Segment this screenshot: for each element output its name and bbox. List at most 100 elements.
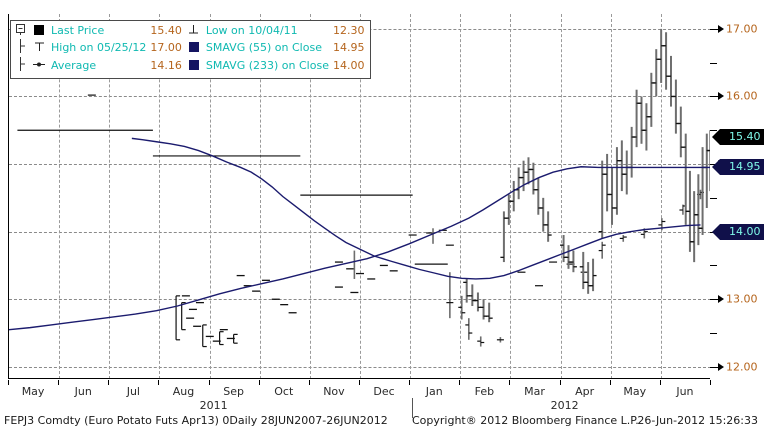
- x-year-label-2012: 2012: [550, 399, 579, 412]
- gridline-12-00: [9, 366, 710, 368]
- y-label-17-00: 17.00: [726, 22, 758, 36]
- x-axis[interactable]: May Jun Jul Aug Sep Oct Nov Dec Jan Feb Mar Apr May J…: [0, 380, 764, 412]
- vgridline-mar-10: [510, 14, 512, 378]
- vgridline-feb-9: [460, 14, 462, 378]
- y-tick-major-13-00: [710, 299, 719, 301]
- x-label-jun-1: Jun: [74, 385, 92, 398]
- x-label-dec-7: Dec: [373, 385, 395, 398]
- x-tick-6: [308, 380, 310, 385]
- legend-swatch-smavg-icon: [184, 39, 204, 57]
- y-arrow-12-00: [718, 362, 724, 371]
- x-tick-12: [609, 380, 611, 385]
- low-marker-icon: [184, 23, 204, 39]
- vgridline-apr-11: [560, 14, 562, 378]
- y-arrow-13-00: [718, 295, 724, 304]
- legend-tree-branch-icon-1: [14, 39, 29, 57]
- y-tick-minor-12-5: [710, 333, 717, 335]
- x-tick-4: [208, 380, 210, 385]
- footer-separator: [412, 406, 413, 418]
- vgridline-jun-13: [660, 14, 662, 378]
- chart-legend[interactable]: Last Price 15.40 Low on 10/04/11 12.30 High …: [10, 20, 372, 79]
- legend-label-1-b: SMAVG (55) on Close: [205, 41, 322, 54]
- sparse-price-ticks: [181, 261, 398, 342]
- y-tick-minor-14-5: [710, 197, 717, 199]
- average-marker-icon: [29, 57, 49, 75]
- x-label-jun-13: Jun: [676, 385, 694, 398]
- legend-swatch-smavg-icon: [184, 57, 204, 75]
- legend-table: Last Price 15.40 Low on 10/04/11 12.30 High …: [14, 23, 366, 75]
- timestamp: 26-Jun-2012 15:26:33: [637, 414, 758, 427]
- vgridline-nov-6: [309, 14, 311, 378]
- copyright-notice: Copyright® 2012 Bloomberg Finance L.P.: [412, 414, 639, 427]
- y-tick-major-16-00: [710, 96, 719, 98]
- security-description: FEPJ3 Comdty (Euro Potato Futs Apr13) 0D…: [4, 414, 388, 427]
- y-tick-minor-13-5: [710, 265, 717, 267]
- low-zone-bars: [175, 295, 238, 348]
- high-marker-icon: [29, 39, 49, 57]
- price-series-canvas: [9, 28, 710, 348]
- vgridline-dec-7: [360, 14, 361, 378]
- legend-value-1-b: 14.95: [332, 41, 365, 54]
- x-label-mar-10: Mar: [524, 385, 545, 398]
- legend-tree-branch-icon-2: [14, 57, 29, 75]
- y-axis[interactable]: 17.0016.0015.0014.0013.0012.0015.4014.95…: [710, 14, 764, 380]
- price-tag-14-00[interactable]: 14.00: [712, 223, 764, 240]
- x-tick-1: [58, 380, 60, 385]
- price-tag-14-95[interactable]: 14.95: [712, 159, 764, 176]
- legend-label-2-b: SMAVG (233) on Close: [205, 59, 329, 72]
- price-tag-15-40[interactable]: 15.40: [712, 129, 764, 146]
- x-label-jul-2: Jul: [126, 385, 140, 398]
- legend-value-0-a: 15.40: [150, 24, 182, 37]
- legend-swatch-last-price-icon: [29, 23, 49, 39]
- legend-expand-toggle-icon[interactable]: [14, 23, 29, 39]
- gridline-16-00: [9, 96, 710, 98]
- vgridline-jan-8: [410, 14, 412, 378]
- y-tick-major-17-00: [710, 28, 719, 30]
- x-tick-0: [8, 380, 9, 385]
- legend-row: High on 05/25/12 17.00 SMAVG (55) on Close…: [14, 39, 366, 57]
- legend-label-0-a: Last Price: [51, 24, 105, 37]
- x-label-nov-6: Nov: [323, 385, 345, 398]
- vgridline-sep-4: [209, 14, 211, 378]
- y-arrow-17-00: [718, 24, 724, 33]
- y-label-16-00: 16.00: [726, 89, 758, 103]
- x-label-feb-9: Feb: [474, 385, 495, 398]
- legend-value-2-b: 14.00: [332, 59, 365, 72]
- legend-value-0-b: 12.30: [332, 24, 365, 37]
- x-tick-2: [108, 380, 110, 385]
- x-label-may-12: May: [623, 385, 647, 398]
- x-label-oct-5: Oct: [274, 385, 294, 398]
- legend-row: Last Price 15.40 Low on 10/04/11 12.30: [14, 23, 366, 39]
- x-tick-8: [409, 380, 411, 385]
- vgridline-jul-2: [109, 14, 111, 378]
- x-tick-13: [659, 380, 661, 385]
- legend-value-1-a: 17.00: [150, 41, 182, 54]
- y-tick-major-12-00: [710, 366, 719, 368]
- x-label-may-0: May: [21, 385, 45, 398]
- x-tick-9: [459, 380, 461, 385]
- legend-row: Average 14.16 SMAVG (233) on Close 14.00: [14, 57, 366, 75]
- year-separator: [412, 398, 413, 411]
- y-label-13-00: 13.00: [726, 292, 758, 306]
- x-label-jan-8: Jan: [425, 385, 443, 398]
- vgridline-jun-1: [59, 14, 61, 378]
- x-year-label-2011: 2011: [199, 399, 228, 412]
- sma-line-233: [9, 166, 710, 331]
- vgridline-oct-5: [259, 14, 261, 378]
- sma-line-55: [131, 137, 701, 280]
- gridline-15-00: [9, 164, 710, 166]
- legend-label-0-b: Low on 10/04/11: [205, 24, 298, 37]
- ohlc-bars-dense: [463, 28, 710, 323]
- y-arrow-16-00: [718, 92, 724, 101]
- legend-value-2-a: 14.16: [150, 59, 182, 72]
- status-bar: FEPJ3 Comdty (Euro Potato Futs Apr13) 0D…: [0, 406, 764, 432]
- x-tick-3: [158, 380, 160, 385]
- x-tick-11: [559, 380, 561, 385]
- x-label-apr-11: Apr: [575, 385, 595, 398]
- vgridline-aug-3: [159, 14, 161, 378]
- x-tick-14: [710, 380, 711, 385]
- gridline-13-00: [9, 299, 710, 301]
- x-tick-10: [509, 380, 511, 385]
- gridline-14-00: [9, 231, 710, 233]
